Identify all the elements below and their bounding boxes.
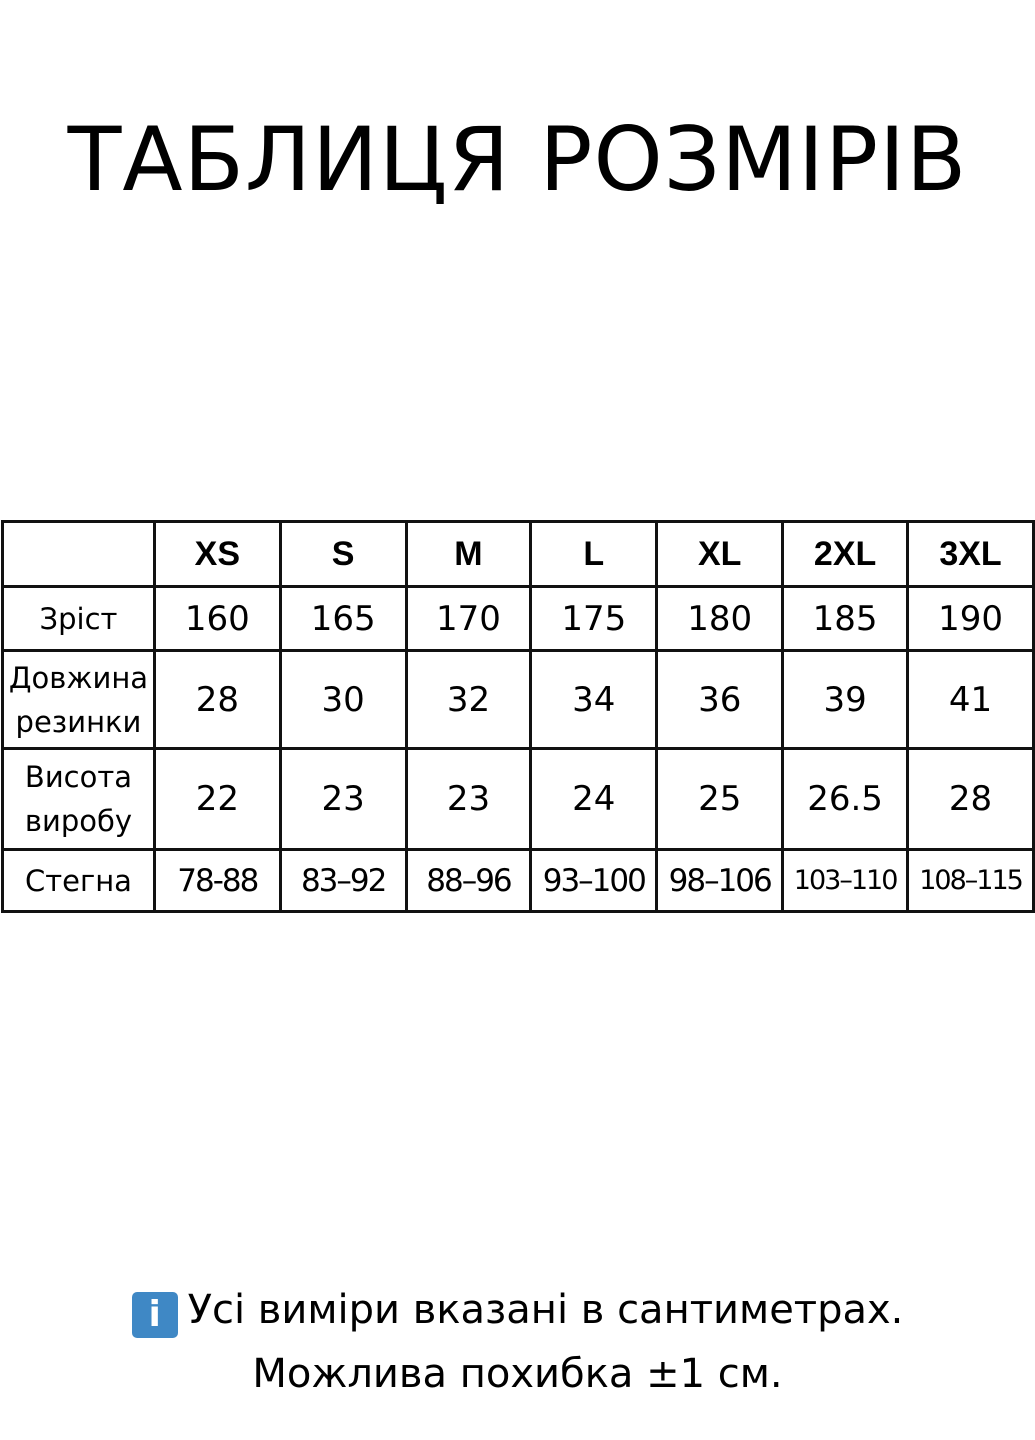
table-cell: 23 <box>278 747 408 851</box>
table-cell: 165 <box>278 585 408 652</box>
size-header: L <box>529 520 659 588</box>
table-cell: 30 <box>278 649 408 750</box>
corner-cell <box>1 520 156 588</box>
table-cell: 160 <box>152 585 282 652</box>
table-row: Зріст 160 165 170 175 180 185 190 <box>1 585 1035 652</box>
table-cell: 103–110 <box>781 848 910 913</box>
table-cell: 190 <box>906 585 1035 652</box>
table-cell: 32 <box>404 649 533 750</box>
table-cell: 83–92 <box>278 848 408 913</box>
table-cell: 175 <box>529 585 659 652</box>
table-cell: 34 <box>529 649 659 750</box>
note-line-1: Усі виміри вказані в сантиметрах. <box>187 1287 904 1333</box>
size-header: XL <box>655 520 785 588</box>
table-cell: 98–106 <box>655 848 785 913</box>
row-label: Довжина резинки <box>1 649 156 750</box>
measurement-note: i Усі виміри вказані в сантиметрах. Можли… <box>0 1278 1035 1406</box>
table-cell: 25 <box>655 747 785 851</box>
table-cell: 39 <box>781 649 910 750</box>
table-cell: 28 <box>152 649 282 750</box>
row-label: Зріст <box>1 585 156 652</box>
table-cell: 108–115 <box>906 848 1035 913</box>
table-row: Висота виробу 22 23 23 24 25 26.5 28 <box>1 747 1035 851</box>
row-label: Висота виробу <box>1 747 156 851</box>
table-cell: 88–96 <box>404 848 533 913</box>
table-cell: 26.5 <box>781 747 910 851</box>
table-row: Довжина резинки 28 30 32 34 36 39 41 <box>1 649 1035 750</box>
table-cell: 170 <box>404 585 533 652</box>
table-cell: 36 <box>655 649 785 750</box>
table-row: Стегна 78-88 83–92 88–96 93–100 98–106 103–110… <box>1 848 1035 913</box>
table-cell: 78-88 <box>152 848 282 913</box>
table-cell: 28 <box>906 747 1035 851</box>
size-header: 2XL <box>781 520 910 588</box>
size-header: S <box>278 520 408 588</box>
table-cell: 24 <box>529 747 659 851</box>
size-table: XS S M L XL 2XL 3XL Зріст 160 165 170 175 180 185 190… <box>1 520 1035 913</box>
size-header: XS <box>152 520 282 588</box>
table-cell: 41 <box>906 649 1035 750</box>
row-label: Стегна <box>1 848 156 913</box>
table-cell: 23 <box>404 747 533 851</box>
table-cell: 22 <box>152 747 282 851</box>
info-icon: i <box>131 1292 178 1338</box>
table-cell: 93–100 <box>529 848 659 913</box>
table-cell: 185 <box>781 585 910 652</box>
table-cell: 180 <box>655 585 785 652</box>
page-title: ТАБЛИЦЯ РОЗМІРІВ <box>67 108 968 211</box>
note-line-2: Можлива похибка ±1 см. <box>252 1351 783 1397</box>
header-row: XS S M L XL 2XL 3XL <box>1 520 1035 588</box>
size-header: M <box>404 520 533 588</box>
size-header: 3XL <box>906 520 1035 588</box>
